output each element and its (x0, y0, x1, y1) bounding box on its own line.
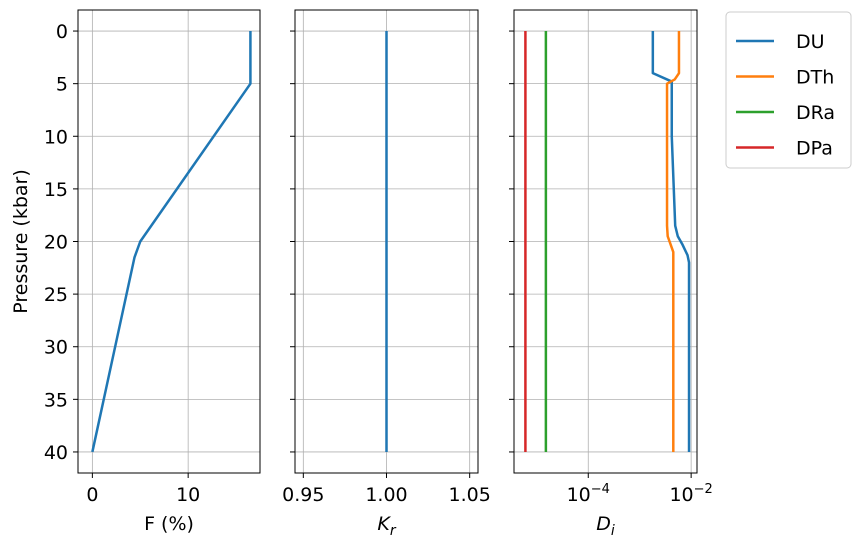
y-tick-label: 5 (56, 74, 68, 96)
series-line-1 (91, 31, 252, 453)
series-line-du (651, 31, 691, 452)
y-tick-label: 10 (44, 126, 68, 148)
y-tick-label: 25 (44, 284, 68, 306)
legend-box (725, 11, 852, 169)
x-tick-label: 10−2 (669, 482, 712, 506)
x-tick-label: 10 (176, 484, 200, 506)
panel-3: 10−4 10−2 Di (509, 9, 713, 539)
x-tick-label: 0 (86, 484, 98, 506)
y-axis-label: Pressure (kbar) (10, 169, 32, 314)
y-tick-label: 40 (44, 442, 68, 464)
x-axis-label: Kr (377, 513, 396, 539)
y-tick-label: 35 (44, 389, 68, 411)
x-axis-label: Di (596, 513, 615, 539)
x-axis-label: F (%) (144, 513, 194, 535)
series-line-dth (665, 31, 681, 452)
x-tick-label: 0.95 (282, 484, 324, 506)
x-tick-label: 10−4 (567, 482, 610, 506)
legend: DU DTh DRa DPa (725, 11, 852, 169)
x-tick-label: 1.05 (449, 484, 491, 506)
y-tick-label: 30 (44, 337, 68, 359)
legend-label-dra: DRa (796, 102, 835, 124)
legend-label-dpa: DPa (796, 138, 833, 160)
legend-label-du: DU (796, 31, 825, 53)
panel-1: 0 10 0 5 10 15 20 25 30 35 40 F (%) Pressure (kbar) (10, 9, 261, 535)
legend-label-dth: DTh (796, 67, 834, 89)
x-tick-label: 1.00 (365, 484, 407, 506)
panel-2: 0.95 1.00 1.05 Kr (282, 9, 491, 539)
y-tick-label: 15 (44, 179, 68, 201)
y-tick-label: 20 (44, 232, 68, 254)
y-tick-label: 0 (56, 21, 68, 43)
